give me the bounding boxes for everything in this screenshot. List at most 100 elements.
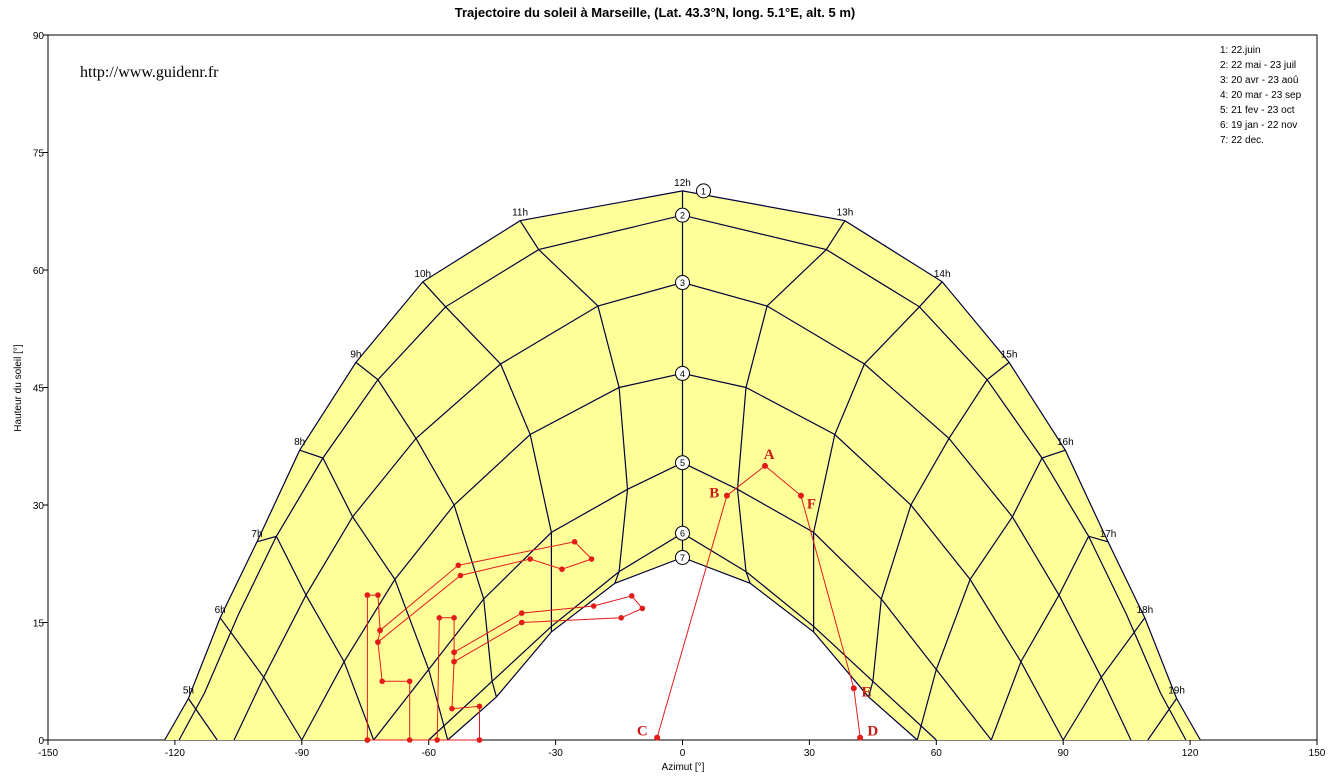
obstacle-cluster-point: [451, 615, 457, 621]
hour-label-15h: 15h: [1001, 349, 1018, 360]
day-marker-1: 1: [701, 186, 706, 196]
obstacle-cluster-point: [375, 592, 381, 598]
obstacle-cluster-point: [527, 556, 534, 562]
obstacle-profile: A B C D E F: [364, 447, 878, 743]
day-marker-circle-3: [675, 275, 690, 291]
day-markers: 1 2 3 4 5 6 7: [675, 183, 711, 565]
hour-line-9h: [355, 361, 497, 698]
x-tick-label: -30: [548, 748, 563, 759]
hour-line-19h: [1147, 698, 1178, 741]
hour-label-13h: 13h: [837, 208, 854, 219]
hour-label-9h: 9h: [350, 349, 361, 360]
obstacle-cluster-point: [639, 605, 646, 612]
hour-label-17h: 17h: [1100, 529, 1117, 540]
hour-label-19h: 19h: [1168, 685, 1185, 696]
hour-line-16h: [916, 449, 1066, 741]
legend-entry: 6: 19 jan - 22 nov: [1220, 120, 1297, 131]
obstacle-point: [761, 462, 768, 469]
day-marker-2: 2: [680, 211, 685, 221]
hour-labels: 5h 6h 7h 8h 9h 10h 11h 12h 13h 14h 15h 16h 17h 18h 19h: [183, 178, 1185, 697]
obstacle-cluster-point: [476, 703, 483, 710]
hour-label-18h: 18h: [1136, 605, 1153, 616]
hour-label-6h: 6h: [215, 605, 226, 616]
chart-title: Trajectoire du soleil à Marseille, (Lat.…: [454, 5, 856, 20]
obstacle-label-C: C: [637, 724, 648, 740]
legend-entry: 5: 21 fev - 23 oct: [1220, 105, 1295, 116]
obstacle-cluster-point: [588, 556, 595, 562]
obstacle-cluster-point: [436, 615, 443, 621]
hour-label-12h: 12h: [674, 178, 691, 189]
obstacle-cluster-line: [377, 541, 593, 643]
hour-line-18h: [1062, 617, 1146, 741]
legend-entry: 3: 20 avr - 23 aoû: [1220, 75, 1298, 86]
legend-entry: 7: 22 dec.: [1220, 135, 1264, 146]
obstacle-point: [797, 492, 804, 499]
obstacle-cluster-point: [377, 627, 383, 634]
obstacle-cluster-point: [518, 610, 525, 616]
day-marker-circle-4: [675, 365, 690, 381]
hour-label-8h: 8h: [294, 437, 305, 448]
hour-line-14h: [812, 281, 943, 632]
hour-line-13h: [736, 220, 846, 584]
obstacle-cluster-point: [476, 737, 483, 743]
legend: 1: 22.juin 2: 22 mai - 23 juil 3: 20 avr -…: [1220, 45, 1302, 146]
y-tick-label: 60: [33, 266, 45, 277]
day-marker-5: 5: [680, 458, 685, 468]
x-axis-label: Azimut [°]: [662, 762, 705, 773]
legend-entry: 2: 22 mai - 23 juil: [1220, 60, 1296, 71]
hour-line-8h: [299, 449, 449, 741]
legend-entry: 1: 22.juin: [1220, 45, 1261, 56]
obstacle-cluster-point: [457, 572, 464, 579]
x-tick-label: -150: [38, 748, 58, 759]
y-axis-label: Hauteur du soleil [°]: [13, 344, 24, 432]
obstacle-cluster-point: [451, 658, 457, 665]
x-tick-label: 150: [1309, 748, 1326, 759]
day-marker-7: 7: [680, 553, 685, 563]
y-tick-label: 45: [33, 384, 45, 395]
day-marker-3: 3: [680, 278, 685, 288]
obstacle-cluster-point: [590, 603, 597, 609]
hour-label-11h: 11h: [512, 208, 528, 219]
hour-label-7h: 7h: [251, 529, 262, 540]
obstacle-cluster-point: [559, 566, 565, 573]
watermark-url: http://www.guidenr.fr: [80, 64, 219, 81]
x-tick-label: 30: [804, 748, 816, 759]
obstacle-cluster-point: [406, 678, 413, 685]
day-marker-circle-5: [675, 455, 690, 471]
obstacle-label-D: D: [867, 724, 878, 740]
obstacle-point: [850, 685, 857, 692]
y-tick-label: 0: [38, 736, 44, 747]
obstacle-cluster-line: [453, 595, 644, 663]
obstacle-label-E: E: [861, 684, 871, 700]
day-marker-circle-1: [696, 183, 711, 199]
x-tick-label: 0: [680, 748, 686, 759]
obstacle-point: [654, 734, 661, 741]
hour-line-17h: [990, 535, 1109, 741]
hour-line-6h: [219, 617, 303, 741]
x-tick-label: 120: [1182, 748, 1199, 759]
obstacle-label-F: F: [807, 496, 816, 512]
day-marker-circle-2: [675, 207, 690, 223]
obstacle-cluster-point: [571, 539, 578, 545]
obstacle-cluster-point: [449, 705, 455, 712]
obstacle-cluster-point: [455, 562, 462, 569]
axes: -150 -120 -90 -60 -30 0 30 60 90 120 1500153045607…: [33, 31, 1326, 759]
obstacle-main-line: [656, 465, 861, 738]
obstacle-cluster-point: [375, 639, 381, 645]
obstacle-cluster-point: [364, 592, 371, 598]
obstacle-point: [857, 734, 864, 741]
obstacle-label-B: B: [709, 485, 719, 501]
obstacle-cluster-point: [518, 619, 525, 626]
x-tick-label: -120: [165, 748, 185, 759]
obstacle-label-A: A: [764, 447, 775, 463]
y-tick-label: 90: [33, 31, 45, 42]
y-tick-label: 15: [33, 619, 45, 630]
day-marker-4: 4: [680, 369, 685, 379]
x-tick-label: 90: [1058, 748, 1070, 759]
obstacle-cluster-point: [451, 649, 457, 656]
legend-entry: 4: 20 mar - 23 sep: [1220, 90, 1302, 101]
obstacle-cluster-point: [379, 678, 385, 685]
obstacle-cluster-point: [628, 593, 635, 599]
hour-line-7h: [256, 535, 375, 741]
hour-line-11h: [519, 220, 629, 584]
